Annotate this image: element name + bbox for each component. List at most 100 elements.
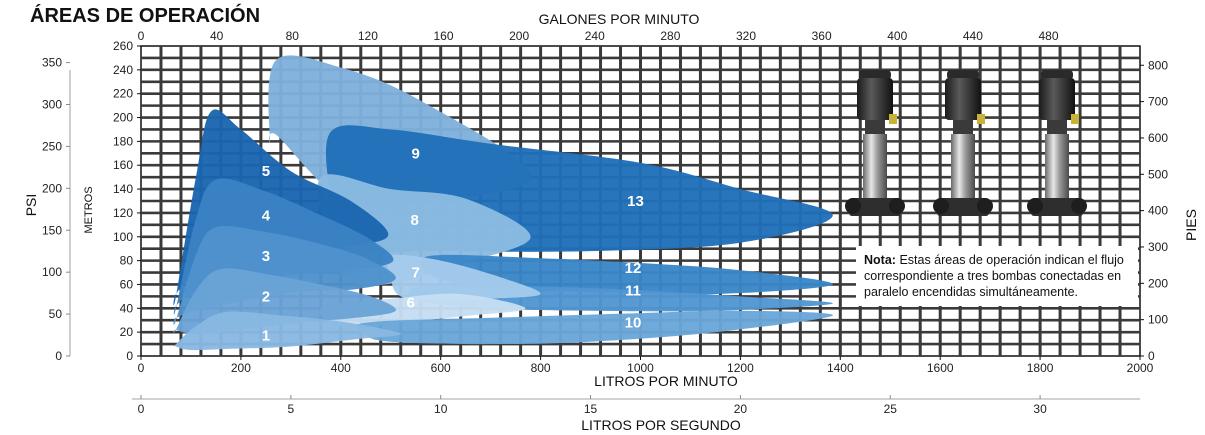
pump-terminal (977, 114, 985, 124)
area-label-1: 1 (262, 328, 270, 345)
feet-tick-label: 500 (1148, 167, 1168, 181)
pump-flange (889, 198, 905, 214)
x-tick-label: 600 (431, 361, 451, 375)
x-tick-label: 1200 (727, 361, 754, 375)
pump-motor (857, 78, 893, 120)
x-tick-label: 1600 (927, 361, 954, 375)
pump-images (845, 70, 1087, 216)
top-tick-label: 320 (736, 29, 756, 43)
pump-image-3 (1027, 70, 1087, 216)
area-label-2: 2 (262, 288, 270, 305)
area-label-11: 11 (625, 282, 641, 299)
feet-tick-label: 300 (1148, 240, 1168, 254)
top-tick-label: 400 (887, 29, 907, 43)
x-tick-label: 1800 (1027, 361, 1054, 375)
pump-body (951, 134, 975, 198)
feet-tick-label: 700 (1148, 95, 1168, 109)
lps-tick-label: 10 (434, 402, 448, 416)
meters-tick-label: 200 (113, 111, 133, 125)
lps-tick-label: 0 (138, 402, 145, 416)
pump-flange (1027, 198, 1043, 214)
feet-tick-label: 800 (1148, 58, 1168, 72)
meters-tick-label: 180 (113, 134, 133, 148)
top-tick-label: 280 (660, 29, 680, 43)
meters-tick-label: 40 (120, 301, 134, 315)
meters-tick-label: 60 (120, 277, 134, 291)
top-tick-label: 40 (210, 29, 224, 43)
pump-base (1031, 198, 1083, 216)
chart-title: ÁREAS DE OPERACIÓN (30, 3, 260, 27)
lps-tick-label: 30 (1033, 402, 1047, 416)
area-label-7: 7 (412, 265, 420, 282)
top-tick-label: 360 (812, 29, 832, 43)
psi-tick-label: 350 (42, 56, 62, 70)
note-bold: Nota: (864, 253, 896, 267)
pump-flange (977, 198, 993, 214)
x-tick-label: 200 (231, 361, 251, 375)
top-tick-label: 80 (286, 29, 300, 43)
x-tick-label: 0 (138, 361, 145, 375)
top-tick-label: 240 (585, 29, 605, 43)
pump-top (1041, 70, 1073, 80)
area-labels: 5 4 3 2 1 9 8 7 6 13 12 11 10 (262, 145, 644, 344)
psi-tick-label: 250 (42, 139, 62, 153)
psi-tick-label: 300 (42, 98, 62, 112)
feet-axis-title: PIES (1183, 209, 1199, 241)
feet-tick-label: 400 (1148, 204, 1168, 218)
top-tick-label: 440 (963, 29, 983, 43)
pump-motor (945, 78, 981, 120)
pump-body (1045, 134, 1069, 198)
feet-tick-label: 100 (1148, 313, 1168, 327)
pump-top (947, 70, 979, 80)
psi-tick-label: 150 (42, 223, 62, 237)
meters-axis-title: METROS (83, 186, 95, 233)
bottom-axis-title: LITROS POR MINUTO (594, 373, 738, 389)
top-tick-label: 120 (358, 29, 378, 43)
meters-tick-label: 220 (113, 87, 133, 101)
x-tick-label: 1000 (627, 361, 654, 375)
meters-tick-label: 100 (113, 230, 133, 244)
area-label-9: 9 (412, 145, 420, 162)
pump-coupling (1047, 120, 1067, 134)
feet-tick-label: 200 (1148, 276, 1168, 290)
pump-terminal (1071, 114, 1079, 124)
psi-tick-label: 200 (42, 181, 62, 195)
area-12 (419, 254, 833, 295)
psi-axis-title: PSI (23, 194, 39, 217)
area-label-5: 5 (262, 163, 270, 180)
meters-tick-label: 0 (126, 349, 133, 363)
area-label-6: 6 (407, 294, 415, 311)
x-tick-label: 400 (331, 361, 351, 375)
lps-tick-label: 20 (734, 402, 748, 416)
top-tick-label: 0 (138, 29, 145, 43)
pump-terminal (889, 114, 897, 124)
meters-tick-label: 120 (113, 206, 133, 220)
pump-flange (1071, 198, 1087, 214)
pump-flange (933, 198, 949, 214)
lps-axis-title: LITROS POR SEGUNDO (581, 417, 741, 433)
meters-tick-label: 80 (120, 254, 134, 268)
meters-tick-label: 240 (113, 63, 133, 77)
area-1 (173, 311, 402, 351)
operation-areas (173, 55, 833, 351)
top-tick-label: 200 (509, 29, 529, 43)
note-box: Nota: Estas áreas de operación indican e… (856, 246, 1138, 306)
pump-coupling (953, 120, 973, 134)
meters-tick-label: 140 (113, 182, 133, 196)
area-label-4: 4 (262, 207, 271, 224)
psi-tick-label: 100 (42, 265, 62, 279)
pump-base (937, 198, 989, 216)
pump-image-1 (845, 70, 905, 216)
lps-tick-label: 15 (584, 402, 598, 416)
meters-tick-label: 160 (113, 158, 133, 172)
area-label-3: 3 (262, 248, 270, 265)
x-tick-label: 2000 (1127, 361, 1154, 375)
top-tick-label: 480 (1038, 29, 1058, 43)
pump-body (863, 134, 887, 198)
x-tick-label: 1400 (827, 361, 854, 375)
note-text: Estas áreas de operación indican el fluj… (864, 253, 1124, 299)
meters-tick-label: 260 (113, 39, 133, 53)
area-label-10: 10 (625, 315, 642, 332)
